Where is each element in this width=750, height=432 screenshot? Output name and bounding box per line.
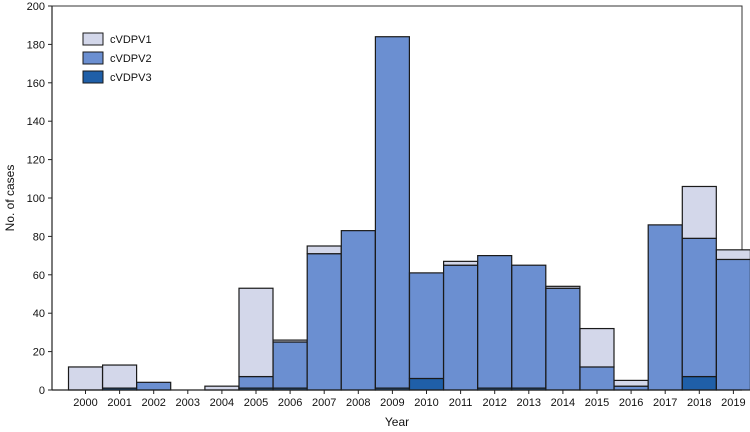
x-tick-label: 2011 <box>449 397 473 409</box>
x-tick-label: 2018 <box>687 397 711 409</box>
bars <box>67 36 750 391</box>
bar-cvdpv1-2015 <box>579 327 615 368</box>
x-tick-label: 2013 <box>517 397 541 409</box>
y-axis-ticks: 0 20 40 60 80 100 120 140 160 180 200 <box>27 1 52 397</box>
bar-cvdpv1-2011 <box>443 260 479 266</box>
bar-cvdpv2-2005 <box>238 375 274 389</box>
y-tick-label: 60 <box>33 270 45 282</box>
x-tick-label: 2016 <box>619 397 643 409</box>
bar-cvdpv2-2019 <box>715 258 750 391</box>
bar-cvdpv3-2010 <box>408 377 445 391</box>
x-tick-label: 2015 <box>585 397 609 409</box>
x-tick-label: 2017 <box>653 397 677 409</box>
bar-cvdpv1-2014 <box>545 285 581 289</box>
bar-cvdpv1-2018 <box>681 185 717 239</box>
bar-cvdpv2-2014 <box>545 287 581 391</box>
x-tick-label: 2006 <box>278 397 302 409</box>
x-tick-label: 2008 <box>346 397 370 409</box>
bar-cvdpv1-2005 <box>238 287 274 378</box>
x-tick-label: 2012 <box>482 397 506 409</box>
legend-label-cvdpv3: cVDPV3 <box>110 72 152 84</box>
x-tick-label: 2000 <box>73 397 97 409</box>
bar-cvdpv1-2019 <box>715 249 750 261</box>
x-tick-label: 2003 <box>176 397 200 409</box>
bar-cvdpv1-2006 <box>272 339 308 343</box>
y-tick-label: 0 <box>39 385 45 397</box>
y-axis-title: No. of cases <box>3 165 17 232</box>
legend-swatch-cvdpv1 <box>82 32 104 46</box>
bar-cvdpv2-2018 <box>681 237 717 378</box>
bar-cvdpv2-2002 <box>136 381 172 391</box>
x-axis-ticks: 2000 2001 2002 2003 2004 2005 2006 2007 2008 2009… <box>73 390 746 409</box>
bar-cvdpv1-2016 <box>613 379 649 387</box>
y-tick-label: 80 <box>33 231 45 243</box>
x-tick-label: 2002 <box>141 397 165 409</box>
bar-cvdpv2-2013 <box>511 264 547 389</box>
x-tick-label: 2014 <box>551 397 575 409</box>
bar-cvdpv1-2001 <box>101 364 138 389</box>
x-tick-label: 2010 <box>414 397 438 409</box>
x-tick-label: 2007 <box>312 397 336 409</box>
bar-cvdpv2-2007 <box>306 253 342 391</box>
bar-cvdpv2-2009 <box>374 36 410 389</box>
bar-cvdpv1-2000 <box>67 366 104 391</box>
bar-cvdpv1-2007 <box>306 245 342 255</box>
y-tick-label: 200 <box>27 1 45 13</box>
y-tick-label: 180 <box>27 39 45 51</box>
legend-label-cvdpv1: cVDPV1 <box>110 34 152 46</box>
y-tick-label: 100 <box>27 193 45 205</box>
x-tick-label: 2005 <box>244 397 268 409</box>
legend-swatch-cvdpv2 <box>82 51 104 65</box>
bar-cvdpv2-2015 <box>579 366 615 391</box>
legend-swatch-cvdpv3 <box>82 70 104 84</box>
legend-label-cvdpv2: cVDPV2 <box>110 53 152 65</box>
y-tick-label: 140 <box>27 116 45 128</box>
plot-area <box>51 5 750 391</box>
x-tick-label: 2019 <box>721 397 745 409</box>
bar-cvdpv2-2010 <box>408 272 445 380</box>
bar-cvdpv2-2008 <box>340 230 376 391</box>
y-tick-label: 160 <box>27 78 45 90</box>
bar-cvdpv3-2018 <box>681 375 717 391</box>
y-tick-label: 40 <box>33 308 45 320</box>
x-tick-label: 2004 <box>210 397 234 409</box>
x-tick-label: 2001 <box>107 397 131 409</box>
y-tick-label: 20 <box>33 347 45 359</box>
bar-cvdpv2-2011 <box>443 264 479 391</box>
legend: cVDPV1 cVDPV2 cVDPV3 <box>82 32 152 84</box>
bar-cvdpv2-2017 <box>647 224 683 391</box>
y-tick-label: 120 <box>27 155 45 167</box>
x-tick-label: 2009 <box>380 397 404 409</box>
bar-cvdpv2-2006 <box>272 341 308 389</box>
x-axis-title: Year <box>385 415 409 429</box>
bar-cvdpv2-2012 <box>477 255 513 389</box>
